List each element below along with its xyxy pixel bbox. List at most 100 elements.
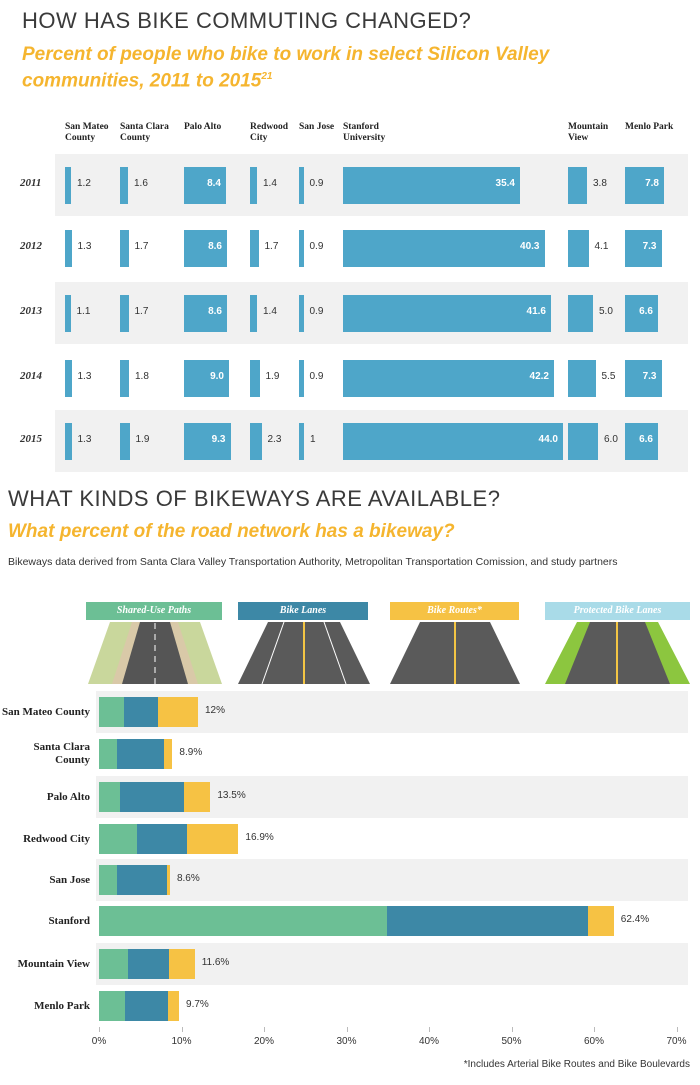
value-label: 1.4 [263, 306, 277, 317]
x-tick [99, 1027, 100, 1032]
year-label: 2015 [20, 433, 42, 445]
bar [625, 295, 658, 332]
category-label: Stanford [48, 914, 90, 927]
value-label: 1.3 [77, 434, 92, 445]
x-tick [181, 1027, 183, 1032]
value-label: 1.7 [134, 306, 149, 317]
bar [568, 423, 598, 460]
column-header: Redwood City [250, 122, 289, 143]
bar-segment [386, 906, 589, 936]
value-label: 1.9 [135, 434, 150, 445]
year-label: 2014 [20, 370, 42, 382]
bar [343, 423, 563, 460]
value-label: 1.3 [77, 241, 92, 252]
bar-segment [99, 824, 137, 854]
bar-segment [123, 697, 159, 727]
bar [184, 423, 231, 460]
value-label: 0.9 [309, 371, 324, 382]
bar-segment [166, 865, 170, 895]
bar [184, 230, 227, 267]
value-label: 3.8 [593, 178, 607, 189]
bar [250, 230, 259, 267]
x-tick-label: 0% [91, 1036, 107, 1047]
bar [250, 167, 257, 204]
x-tick [594, 1027, 595, 1032]
bar-segment [119, 782, 184, 812]
bar-segment [588, 906, 614, 936]
value-label: 7.8 [645, 178, 659, 189]
year-label: 2013 [20, 305, 42, 317]
x-tick-label: 40% [418, 1036, 439, 1047]
value-label: 1 [310, 434, 316, 445]
bar [625, 360, 662, 397]
value-label: 7.3 [642, 241, 657, 252]
x-tick [346, 1027, 348, 1032]
bar [625, 167, 664, 204]
source-note: Bikeways data derived from Santa Clara V… [8, 556, 618, 568]
bar [120, 360, 129, 397]
bar [299, 230, 304, 267]
value-label: 2.3 [267, 434, 282, 445]
bar-segment [99, 991, 126, 1021]
bar-segment [183, 782, 211, 812]
legend-item: Bike Lanes [238, 602, 368, 620]
value-label: 6.0 [604, 434, 618, 445]
road-illustrations [88, 622, 690, 685]
bar [343, 230, 545, 267]
category-label: Santa Clara County [33, 741, 90, 766]
total-label: 62.4% [620, 914, 650, 925]
bar-segment [125, 991, 169, 1021]
bar [568, 167, 587, 204]
x-tick-label: 20% [253, 1036, 274, 1047]
x-tick-label: 30% [336, 1036, 357, 1047]
value-label: 1.3 [77, 371, 92, 382]
bar [120, 167, 128, 204]
value-label: 1.1 [76, 306, 91, 317]
bar [299, 423, 304, 460]
value-label: 1.7 [134, 241, 149, 252]
bar [65, 295, 71, 332]
bar [568, 295, 593, 332]
bar [120, 295, 129, 332]
road-protected-lanes [545, 622, 690, 684]
category-label: San Jose [49, 873, 90, 886]
bar [299, 360, 304, 397]
bar-segment [187, 824, 239, 854]
value-label: 8.6 [208, 241, 222, 252]
x-tick [264, 1027, 265, 1032]
value-label: 6.6 [639, 434, 653, 445]
value-label: 44.0 [538, 434, 558, 445]
column-header: Palo Alto [184, 122, 222, 132]
value-label: 6.6 [639, 306, 653, 317]
bar-segment [99, 697, 124, 727]
value-label: 8.4 [207, 178, 221, 189]
section-subtitle: What percent of the road network has a b… [8, 521, 455, 542]
value-label: 9.0 [210, 371, 224, 382]
bar [65, 423, 72, 460]
value-label: 0.9 [309, 306, 324, 317]
x-tick-label: 10% [171, 1036, 192, 1047]
section-title: WHAT KINDS OF BIKEWAYS ARE AVAILABLE? [8, 486, 501, 511]
value-label: 40.3 [520, 241, 540, 252]
value-label: 5.5 [601, 371, 616, 382]
section-title: HOW HAS BIKE COMMUTING CHANGED? [22, 8, 472, 33]
bar [65, 360, 72, 397]
bar-segment [169, 949, 195, 979]
category-label: Redwood City [23, 832, 90, 845]
value-label: 7.3 [642, 371, 657, 382]
bar [250, 360, 260, 397]
total-label: 16.9% [245, 832, 274, 843]
column-header: Mountain View [568, 122, 609, 143]
column-header: San Mateo County [65, 122, 109, 143]
x-tick-label: 50% [501, 1036, 522, 1047]
bar [625, 423, 658, 460]
value-label: 8.6 [208, 306, 222, 317]
bar-segment [99, 949, 128, 979]
bar [184, 360, 229, 397]
x-tick-label: 70% [666, 1036, 687, 1047]
value-label: 4.1 [594, 241, 609, 252]
value-label: 0.9 [309, 241, 324, 252]
total-label: 8.6% [176, 873, 200, 884]
category-label: San Mateo County [2, 705, 91, 718]
